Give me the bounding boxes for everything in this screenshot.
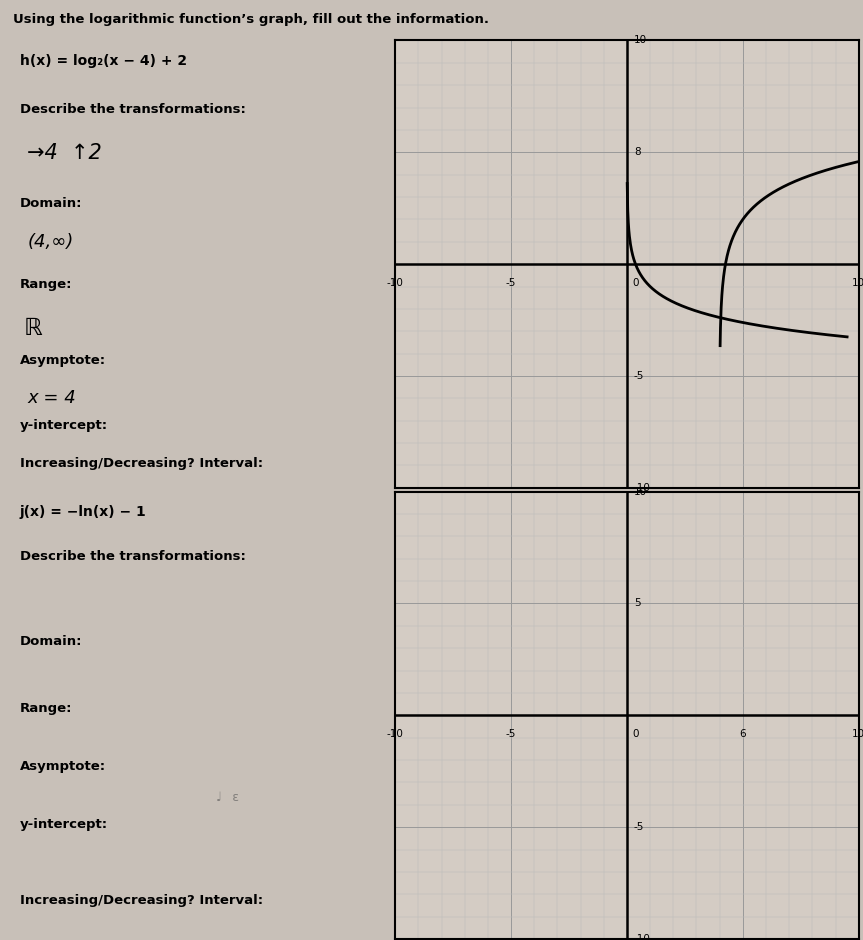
Text: Asymptote:: Asymptote: <box>20 760 106 773</box>
Text: -10: -10 <box>634 934 651 940</box>
Text: Range:: Range: <box>20 277 72 290</box>
Text: Domain:: Domain: <box>20 634 82 648</box>
Text: j(x) = −ln(x) − 1: j(x) = −ln(x) − 1 <box>20 505 147 519</box>
Text: x = 4: x = 4 <box>28 389 76 407</box>
Text: 10: 10 <box>634 36 647 45</box>
Text: -10: -10 <box>387 728 404 739</box>
Text: 0: 0 <box>633 277 639 288</box>
Text: (4,∞): (4,∞) <box>28 233 73 251</box>
Text: -10: -10 <box>387 277 404 288</box>
Text: -5: -5 <box>634 371 645 381</box>
Text: y-intercept:: y-intercept: <box>20 418 108 431</box>
Text: y-intercept:: y-intercept: <box>20 818 108 831</box>
Text: 10: 10 <box>852 277 863 288</box>
Text: 6: 6 <box>740 728 746 739</box>
Text: 0: 0 <box>633 728 639 739</box>
Text: 5: 5 <box>634 599 640 608</box>
Text: -5: -5 <box>634 822 645 832</box>
Text: 10: 10 <box>634 487 647 496</box>
Text: Describe the transformations:: Describe the transformations: <box>20 550 246 563</box>
Text: →4  ↑2: →4 ↑2 <box>28 143 102 164</box>
Text: 10: 10 <box>852 728 863 739</box>
Text: 8: 8 <box>634 148 640 157</box>
Text: Increasing/Decreasing? Interval:: Increasing/Decreasing? Interval: <box>20 894 263 907</box>
Text: h(x) = log₂(x − 4) + 2: h(x) = log₂(x − 4) + 2 <box>20 54 187 68</box>
Text: ℝ: ℝ <box>23 316 42 339</box>
Text: -5: -5 <box>506 277 516 288</box>
Text: ♩   ε: ♩ ε <box>217 791 240 805</box>
Text: Range:: Range: <box>20 702 72 715</box>
Text: Describe the transformations:: Describe the transformations: <box>20 103 246 116</box>
Text: Using the logarithmic function’s graph, fill out the information.: Using the logarithmic function’s graph, … <box>13 13 488 26</box>
Text: Domain:: Domain: <box>20 197 82 210</box>
Text: -10: -10 <box>634 483 651 493</box>
Text: Asymptote:: Asymptote: <box>20 353 106 367</box>
Text: -5: -5 <box>506 728 516 739</box>
Text: Increasing/Decreasing? Interval:: Increasing/Decreasing? Interval: <box>20 457 263 470</box>
